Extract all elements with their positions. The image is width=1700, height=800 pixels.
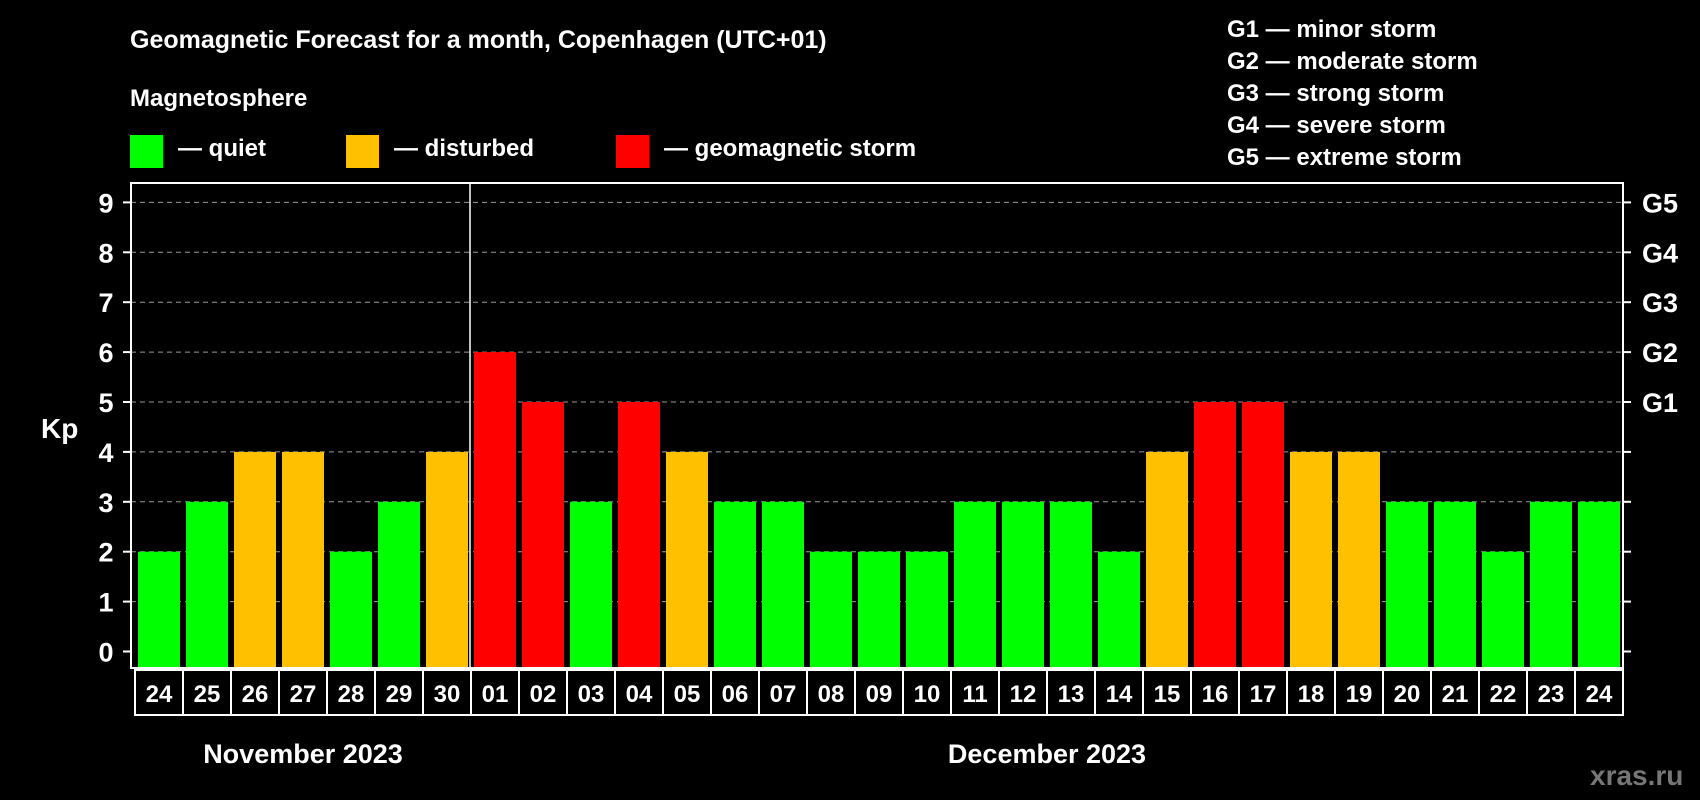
bar-03	[570, 501, 612, 667]
x-tick-label: 10	[914, 681, 941, 708]
plot-frame	[130, 182, 1624, 669]
y-tick-label: 7	[98, 288, 113, 318]
watermark: xras.ru	[1590, 760, 1684, 791]
x-tick-label: 07	[770, 681, 797, 708]
y-tick-label: 4	[98, 438, 113, 468]
bar-30	[426, 451, 468, 667]
x-tick-label: 28	[338, 681, 365, 708]
x-tick-label: 13	[1058, 681, 1085, 708]
storm-scale-g1: G1 — minor storm	[1227, 16, 1437, 43]
x-tick-label: 06	[722, 681, 749, 708]
x-tick-label: 24	[1586, 681, 1613, 708]
storm-scale: G1 — minor storm G2 — moderate storm G3 …	[1227, 14, 1478, 174]
bar-21	[1434, 501, 1476, 667]
x-tick-label: 01	[482, 681, 509, 708]
bar-01	[474, 352, 516, 667]
storm-scale-g2: G2 — moderate storm	[1227, 48, 1478, 75]
x-tick-label: 04	[626, 681, 653, 708]
x-tick-label: 23	[1538, 681, 1565, 708]
bar-07	[762, 501, 804, 667]
bar-29	[378, 501, 420, 667]
x-tick-label: 03	[578, 681, 605, 708]
x-tick-label: 08	[818, 681, 845, 708]
legend-label-quiet: — quiet	[178, 135, 266, 162]
x-tick-label: 29	[386, 681, 413, 708]
bar-22	[1482, 551, 1524, 667]
storm-scale-g3: G3 — strong storm	[1227, 80, 1445, 107]
y-tick-label: 0	[98, 638, 113, 668]
bar-09	[858, 551, 900, 667]
bar-18	[1290, 451, 1332, 667]
storm-level-label: G2	[1642, 338, 1678, 368]
chart-title: Geomagnetic Forecast for a month, Copenh…	[130, 26, 827, 54]
bar-23	[1530, 501, 1572, 667]
bar-17	[1242, 402, 1284, 667]
y-axis-label: Kp	[41, 413, 79, 444]
bar-24	[138, 551, 180, 667]
y-tick-label: 1	[98, 588, 113, 618]
storm-level-label: G3	[1642, 288, 1678, 318]
bar-05	[666, 451, 708, 667]
x-tick-label: 26	[242, 681, 269, 708]
legend-label-disturbed: — disturbed	[394, 135, 535, 162]
x-tick-label: 18	[1298, 681, 1325, 708]
y-tick-label: 8	[98, 238, 113, 268]
bar-08	[810, 551, 852, 667]
bar-15	[1146, 451, 1188, 667]
bar-16	[1194, 402, 1236, 667]
x-tick-label: 17	[1250, 681, 1277, 708]
x-tick-label: 14	[1106, 681, 1133, 708]
storm-scale-g4: G4 — severe storm	[1227, 112, 1446, 139]
x-tick-label: 15	[1154, 681, 1181, 708]
legend-heading: Magnetosphere	[130, 85, 308, 112]
x-tick-label: 12	[1010, 681, 1037, 708]
bar-24	[1578, 501, 1620, 667]
x-label-box	[1574, 669, 1624, 716]
x-tick-label: 11	[962, 681, 987, 708]
bar-14	[1098, 551, 1140, 667]
x-tick-label: 05	[674, 681, 701, 708]
bar-02	[522, 402, 564, 667]
bar-12	[1002, 501, 1044, 667]
y-tick-label: 6	[98, 338, 113, 368]
y-tick-label: 5	[98, 388, 113, 418]
storm-level-label: G1	[1642, 388, 1678, 418]
bar-04	[618, 402, 660, 667]
month-label: November 2023	[203, 739, 403, 769]
x-tick-label: 09	[866, 681, 893, 708]
legend-swatch-storm	[616, 135, 649, 168]
bar-25	[186, 501, 228, 667]
bar-19	[1338, 451, 1380, 667]
x-tick-label: 22	[1490, 681, 1517, 708]
y-tick-label: 9	[98, 188, 113, 218]
month-label: December 2023	[948, 739, 1146, 769]
x-tick-label: 24	[146, 681, 173, 708]
bar-20	[1386, 501, 1428, 667]
storm-level-label: G4	[1642, 238, 1678, 268]
bar-11	[954, 501, 996, 667]
bar-13	[1050, 501, 1092, 667]
storm-scale-g5: G5 — extreme storm	[1227, 144, 1462, 171]
legend-label-storm: — geomagnetic storm	[664, 135, 917, 162]
bar-06	[714, 501, 756, 667]
y-tick-label: 2	[98, 538, 113, 568]
x-tick-label: 02	[530, 681, 557, 708]
bar-28	[330, 551, 372, 667]
bar-10	[906, 551, 948, 667]
bar-26	[234, 451, 276, 667]
x-tick-label: 30	[434, 681, 461, 708]
x-tick-label: 25	[194, 681, 221, 708]
x-tick-label: 27	[290, 681, 317, 708]
storm-level-label: G5	[1642, 188, 1678, 218]
x-tick-label: 19	[1346, 681, 1373, 708]
legend-swatch-disturbed	[346, 135, 379, 168]
x-tick-label: 20	[1394, 681, 1421, 708]
bar-27	[282, 451, 324, 667]
x-tick-label: 16	[1202, 681, 1229, 708]
y-tick-label: 3	[98, 488, 113, 518]
legend-swatch-quiet	[130, 135, 163, 168]
x-tick-label: 21	[1442, 681, 1469, 708]
